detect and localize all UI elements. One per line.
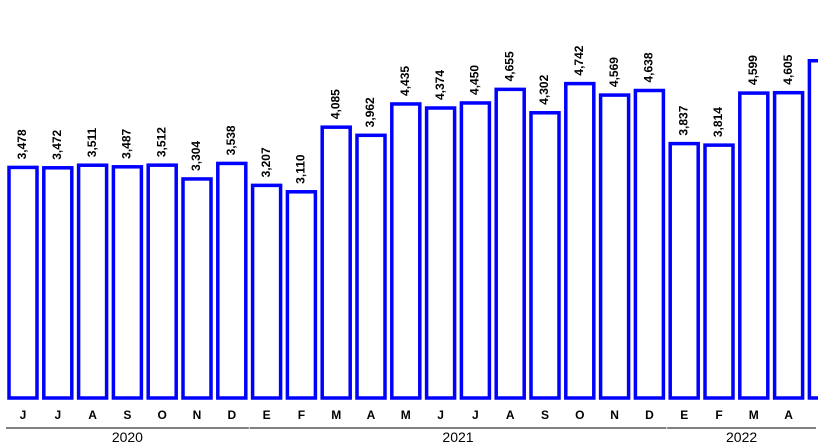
x-tick-label-15: S [541,408,549,422]
bar-19 [668,141,700,400]
value-label-12: 4,374 [433,70,447,100]
value-label-17: 4,569 [607,57,621,87]
bar-22 [772,90,805,400]
x-tick-label-0: J [20,408,27,422]
bar-16 [564,81,596,400]
value-label-15: 4,302 [537,74,551,104]
value-label-5: 3,304 [189,141,203,171]
value-label-10: 3,962 [363,97,377,127]
year-label-0: 2020 [112,429,143,445]
value-labels-layer: 3,478 3,472 3,511 3,487 3,512 3,304 3,538 3,207… [15,22,818,183]
bar-10 [355,133,387,400]
value-label-22: 4,605 [781,54,795,84]
x-tick-label-14: A [506,408,515,422]
bar-9 [320,125,352,400]
value-label-9: 4,085 [328,89,342,119]
x-tick-label-7: E [263,408,271,422]
x-tick-label-21: M [749,408,759,422]
value-label-6: 3,538 [224,125,238,155]
bar-17 [598,93,631,400]
bar-8 [285,190,318,400]
bar-20 [703,143,735,400]
x-tick-label-6: D [227,408,236,422]
value-label-13: 4,450 [468,65,482,95]
value-label-3: 3,487 [120,128,134,158]
x-tick-label-1: J [54,408,61,422]
x-tick-label-18: D [645,408,654,422]
x-tick-label-9: M [331,408,341,422]
value-label-1: 3,472 [50,129,64,159]
x-tick-label-5: N [193,408,202,422]
value-label-18: 4,638 [642,52,656,82]
year-groups-layer: 2020 2021 2022 [6,427,816,445]
bar-6 [216,161,248,400]
value-label-11: 4,435 [398,66,412,96]
bar-12 [424,106,457,400]
x-tick-label-19: E [680,408,688,422]
bar-21 [738,91,770,400]
bar-13 [459,101,492,400]
x-tick-label-8: F [298,408,305,422]
bar-11 [390,102,422,400]
year-label-1: 2021 [442,429,473,445]
bar-5 [181,177,213,400]
bar-4 [146,163,178,400]
x-tick-label-13: J [472,408,479,422]
x-tick-label-3: S [123,408,131,422]
bar-15 [529,111,561,400]
value-label-23: 5,087 [816,22,818,52]
value-label-20: 3,814 [711,107,725,137]
value-label-21: 4,599 [746,55,760,85]
bar-23 [807,58,818,400]
bar-2 [76,163,109,400]
bar-1 [42,166,74,400]
x-tick-label-22: A [784,408,793,422]
bars-layer [7,58,818,400]
bar-14 [494,87,526,400]
value-label-0: 3,478 [15,129,29,159]
x-tick-label-17: N [610,408,619,422]
value-label-16: 4,742 [572,45,586,75]
x-tick-label-20: F [715,408,722,422]
x-tick-label-10: A [367,408,376,422]
x-tick-label-12: J [437,408,444,422]
bar-7 [250,183,283,400]
x-tick-labels-layer: JJASONDEFMAMJJASONDEFMAM [20,408,794,422]
bar-18 [633,88,666,400]
x-tick-label-16: O [575,408,584,422]
x-tick-label-11: M [401,408,411,422]
x-tick-label-2: A [88,408,97,422]
value-label-14: 4,655 [502,51,516,81]
bar-3 [111,165,144,400]
value-label-8: 3,110 [294,154,308,184]
value-label-4: 3,512 [154,127,168,157]
value-label-7: 3,207 [259,147,273,177]
value-label-19: 3,837 [676,105,690,135]
value-label-2: 3,511 [85,128,99,158]
x-tick-label-4: O [158,408,167,422]
bar-0 [7,165,39,400]
year-label-2: 2022 [726,429,757,445]
